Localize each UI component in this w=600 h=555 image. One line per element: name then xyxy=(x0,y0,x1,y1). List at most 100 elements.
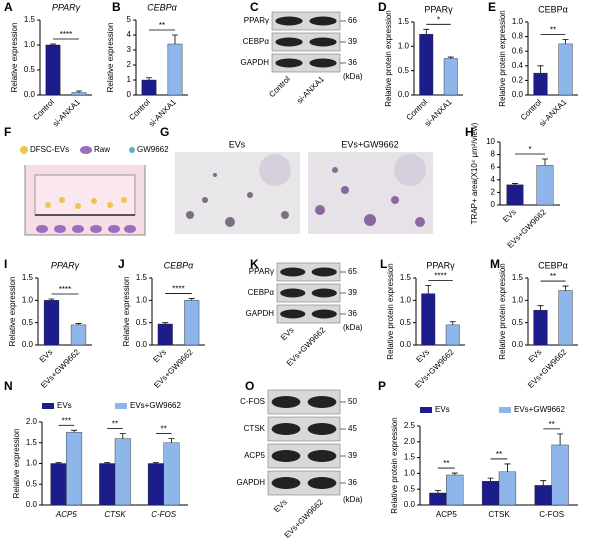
y-tick-label: 0.5 xyxy=(136,318,148,327)
y-tick-label: 2.0 xyxy=(26,417,38,426)
y-tick-label: 0.5 xyxy=(398,66,410,75)
significance-label: ** xyxy=(550,272,556,281)
blot-band xyxy=(280,288,306,298)
y-tick-label: 1.5 xyxy=(26,438,38,447)
x-tick-label: C-FOS xyxy=(539,510,564,519)
error-bar xyxy=(162,322,169,325)
x-tick-label: EVs xyxy=(414,348,431,365)
bar xyxy=(421,293,436,346)
y-tick-label: 1.5 xyxy=(24,15,36,24)
y-tick-label: 8 xyxy=(491,150,496,159)
significance-label: ** xyxy=(549,420,555,429)
blot-unit: (kDa) xyxy=(343,72,363,81)
bar xyxy=(419,33,434,96)
bar xyxy=(533,72,548,96)
error-bar xyxy=(55,462,62,464)
blot-band xyxy=(280,309,306,319)
lane-label: EVs+GW9662 xyxy=(283,497,326,540)
blot-band xyxy=(275,16,303,26)
bar xyxy=(70,324,87,346)
blot-kda: 36 xyxy=(348,478,357,487)
bar xyxy=(481,481,500,506)
y-tick-label: 1.5 xyxy=(400,273,412,282)
y-tick-label: 1.0 xyxy=(404,469,416,478)
bar xyxy=(66,432,83,506)
y-tick-label: 1.0 xyxy=(512,295,524,304)
y-tick-label: 1.0 xyxy=(26,459,38,468)
y-tick-label: 0.6 xyxy=(512,46,524,55)
x-tick-label: Control xyxy=(31,97,56,122)
error-bar xyxy=(537,305,544,311)
y-tick-label: 0.0 xyxy=(136,340,148,349)
x-tick-label: EVs xyxy=(38,348,55,365)
blot-label: ACP5 xyxy=(244,451,265,460)
bar xyxy=(50,463,67,506)
y-tick-label: 1.5 xyxy=(398,17,410,26)
y-axis-label: Relative protein expression xyxy=(498,263,507,360)
panel-letter: E xyxy=(488,0,496,14)
error-bar xyxy=(487,477,494,482)
blot-band xyxy=(311,267,337,277)
x-tick-label: ACP5 xyxy=(436,510,457,519)
blot-band xyxy=(309,37,337,47)
error-bar xyxy=(449,321,456,325)
x-tick-label: si-ANXA1 xyxy=(147,97,178,128)
blot-band xyxy=(307,423,337,435)
chart-title: PPARγ xyxy=(426,260,455,270)
blot-label: GAPDH xyxy=(237,478,266,487)
error-bar xyxy=(152,462,159,464)
y-tick-label: 0.0 xyxy=(404,500,416,509)
error-bar xyxy=(75,323,82,325)
error-bar xyxy=(512,183,518,185)
y-tick-label: 1.0 xyxy=(24,40,36,49)
chart-title: CEBPα xyxy=(164,260,195,270)
legend-swatch xyxy=(115,403,127,409)
blot-band xyxy=(275,58,303,68)
bar xyxy=(536,165,554,206)
chart-title: CEBPα xyxy=(538,4,568,14)
blot-label: C-FOS xyxy=(240,397,265,406)
x-tick-label: CTSK xyxy=(488,510,510,519)
y-tick-label: 0.8 xyxy=(512,32,524,41)
significance-label: ** xyxy=(550,26,556,35)
y-tick-label: 0.2 xyxy=(512,76,524,85)
legend-label: GW9662 xyxy=(137,145,169,154)
blot-kda: 39 xyxy=(348,288,357,297)
bar xyxy=(141,79,157,96)
bar xyxy=(167,43,183,96)
chart-title: CEBPα xyxy=(147,2,178,12)
error-bar xyxy=(562,39,569,44)
y-tick-label: 0.0 xyxy=(512,340,524,349)
y-tick-label: 0.5 xyxy=(400,318,412,327)
bar xyxy=(114,438,131,506)
blot-band xyxy=(309,58,337,68)
error-bar xyxy=(504,463,511,472)
error-bar xyxy=(168,438,175,443)
bar xyxy=(445,324,460,346)
error-bar xyxy=(542,158,548,166)
y-tick-label: 4 xyxy=(127,30,132,39)
y-axis-label: Relative expression xyxy=(106,23,115,93)
bar xyxy=(498,471,517,506)
significance-label: **** xyxy=(60,30,72,39)
significance-label: ** xyxy=(159,21,165,30)
panel-letter: P xyxy=(378,379,386,393)
y-tick-label: 0 xyxy=(491,200,496,209)
x-tick-label: EVs xyxy=(151,348,168,365)
y-axis-label: Relative expression xyxy=(12,429,21,499)
y-tick-label: 1.0 xyxy=(400,295,412,304)
significance-label: ** xyxy=(112,420,118,429)
lane-label: EVs xyxy=(279,326,296,343)
y-tick-label: 1.5 xyxy=(22,273,34,282)
legend-label: EVs xyxy=(57,401,72,410)
blot-band xyxy=(271,396,301,408)
y-axis-label: Relative expression xyxy=(8,277,17,347)
blot-band xyxy=(307,396,337,408)
blot-band xyxy=(271,423,301,435)
y-tick-label: 0.4 xyxy=(512,61,524,70)
y-tick-label: 5 xyxy=(127,15,132,24)
blot-kda: 66 xyxy=(348,16,357,25)
error-bar xyxy=(451,472,458,475)
blot-kda: 50 xyxy=(348,397,357,406)
